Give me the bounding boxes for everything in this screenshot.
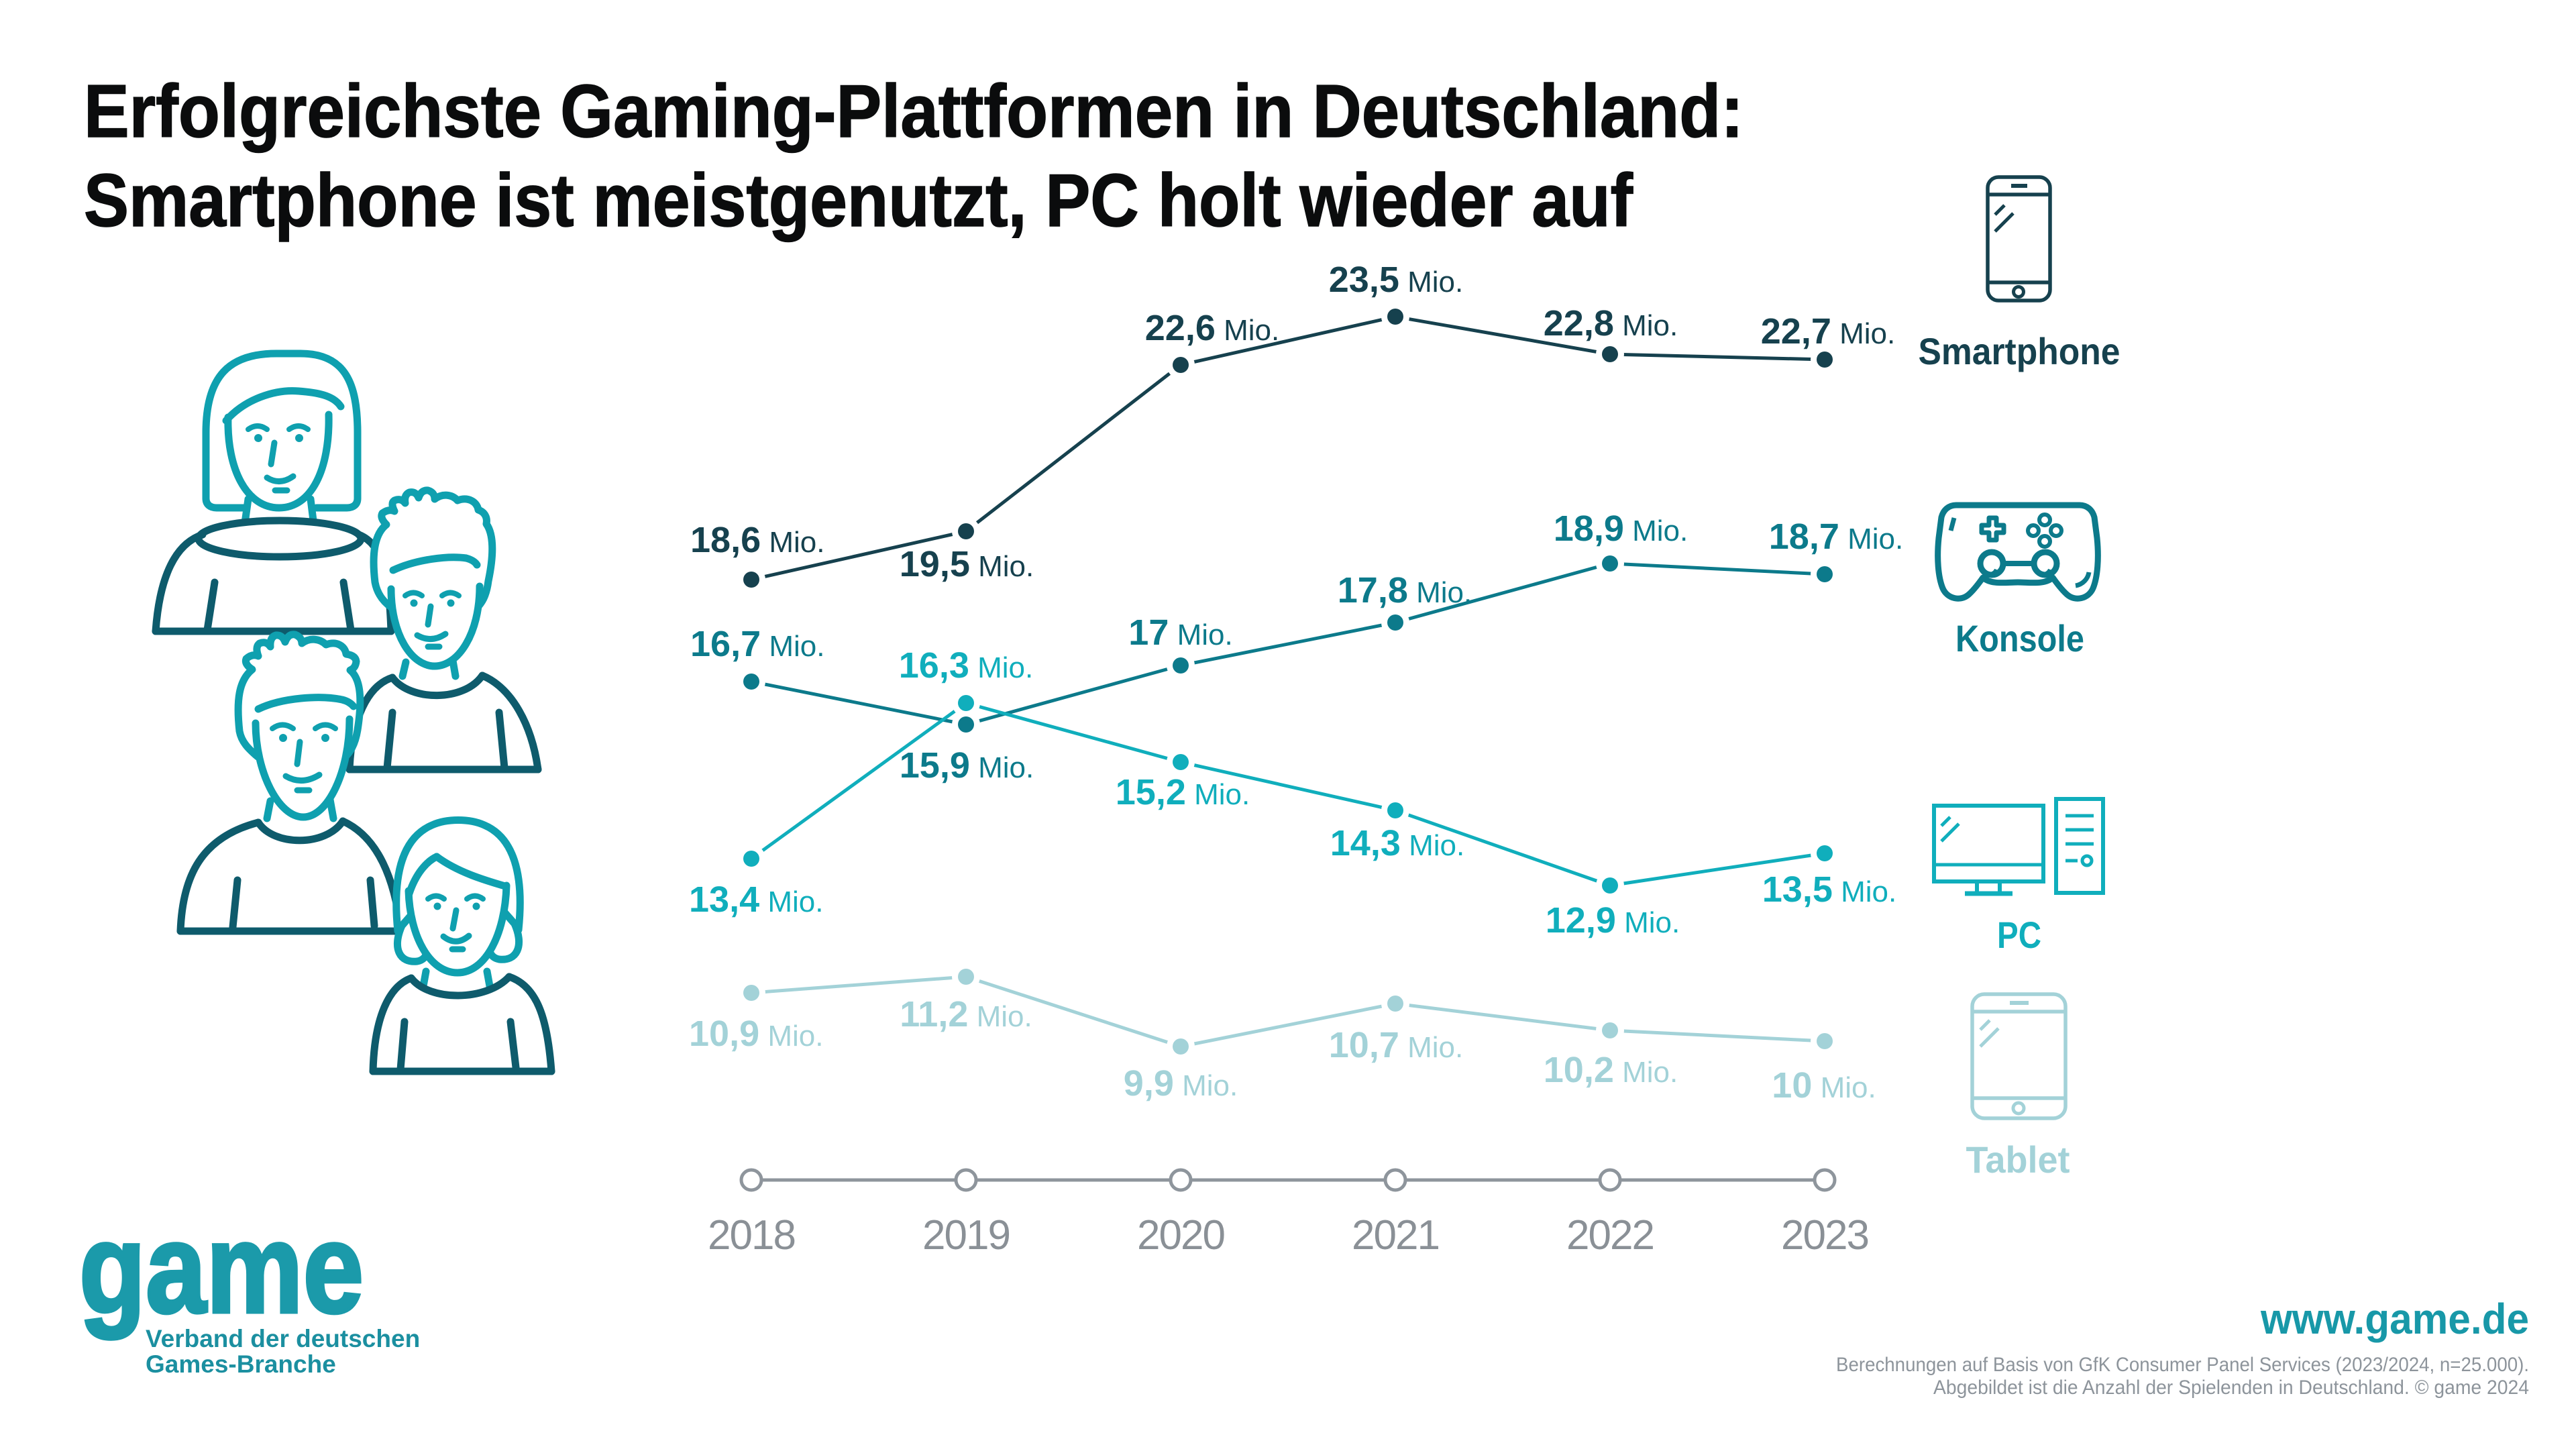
svg-text:17 Mio.: 17 Mio. <box>1128 612 1232 653</box>
svg-text:2022: 2022 <box>1566 1212 1654 1258</box>
svg-text:19,5 Mio.: 19,5 Mio. <box>900 544 1034 584</box>
svg-text:15,9 Mio.: 15,9 Mio. <box>900 745 1034 786</box>
svg-text:2020: 2020 <box>1137 1212 1224 1258</box>
svg-text:2019: 2019 <box>922 1212 1010 1258</box>
svg-text:14,3 Mio.: 14,3 Mio. <box>1330 823 1464 863</box>
svg-text:Berechnungen auf Basis von GfK: Berechnungen auf Basis von GfK Consumer … <box>1836 1354 2529 1376</box>
svg-text:Games-Branche: Games-Branche <box>146 1350 336 1378</box>
svg-text:Smartphone: Smartphone <box>1919 330 2121 372</box>
svg-text:PC: PC <box>1997 914 2041 956</box>
svg-text:2023: 2023 <box>1781 1212 1868 1258</box>
svg-text:18,9 Mio.: 18,9 Mio. <box>1554 508 1688 549</box>
svg-text:2018: 2018 <box>708 1212 795 1258</box>
svg-text:23,5 Mio.: 23,5 Mio. <box>1329 260 1463 300</box>
svg-text:game: game <box>79 1197 364 1340</box>
svg-text:2021: 2021 <box>1352 1212 1439 1258</box>
svg-text:13,5 Mio.: 13,5 Mio. <box>1762 869 1896 910</box>
svg-text:15,2 Mio.: 15,2 Mio. <box>1116 772 1250 812</box>
svg-text:Konsole: Konsole <box>1955 617 2084 659</box>
svg-text:12,9 Mio.: 12,9 Mio. <box>1546 900 1680 941</box>
svg-text:10,2 Mio.: 10,2 Mio. <box>1544 1050 1678 1090</box>
svg-text:11,2 Mio.: 11,2 Mio. <box>900 994 1032 1034</box>
svg-text:Smartphone ist meistgenutzt, P: Smartphone ist meistgenutzt, PC holt wie… <box>84 159 1633 242</box>
svg-text:10 Mio.: 10 Mio. <box>1772 1065 1876 1106</box>
svg-text:Abgebildet ist die Anzahl der: Abgebildet ist die Anzahl der Spielenden… <box>1933 1377 2529 1399</box>
svg-text:22,6 Mio.: 22,6 Mio. <box>1145 308 1279 348</box>
svg-text:22,8 Mio.: 22,8 Mio. <box>1544 303 1678 343</box>
svg-text:17,8 Mio.: 17,8 Mio. <box>1338 570 1472 610</box>
svg-text:16,3 Mio.: 16,3 Mio. <box>899 645 1033 686</box>
svg-text:13,4 Mio.: 13,4 Mio. <box>689 879 823 920</box>
svg-text:Erfolgreichste Gaming-Plattfor: Erfolgreichste Gaming-Plattformen in Deu… <box>84 70 1743 153</box>
svg-text:18,6 Mio.: 18,6 Mio. <box>690 520 824 560</box>
svg-text:Tablet: Tablet <box>1966 1138 2070 1181</box>
svg-text:10,7 Mio.: 10,7 Mio. <box>1329 1025 1463 1065</box>
svg-text:www.game.de: www.game.de <box>2260 1295 2529 1343</box>
svg-text:16,7 Mio.: 16,7 Mio. <box>690 624 824 664</box>
svg-text:9,9 Mio.: 9,9 Mio. <box>1124 1063 1238 1104</box>
svg-text:18,7 Mio.: 18,7 Mio. <box>1769 517 1903 557</box>
svg-text:Verband der deutschen: Verband der deutschen <box>146 1325 420 1352</box>
svg-text:10,9 Mio.: 10,9 Mio. <box>689 1014 823 1054</box>
svg-text:22,7 Mio.: 22,7 Mio. <box>1761 311 1895 352</box>
